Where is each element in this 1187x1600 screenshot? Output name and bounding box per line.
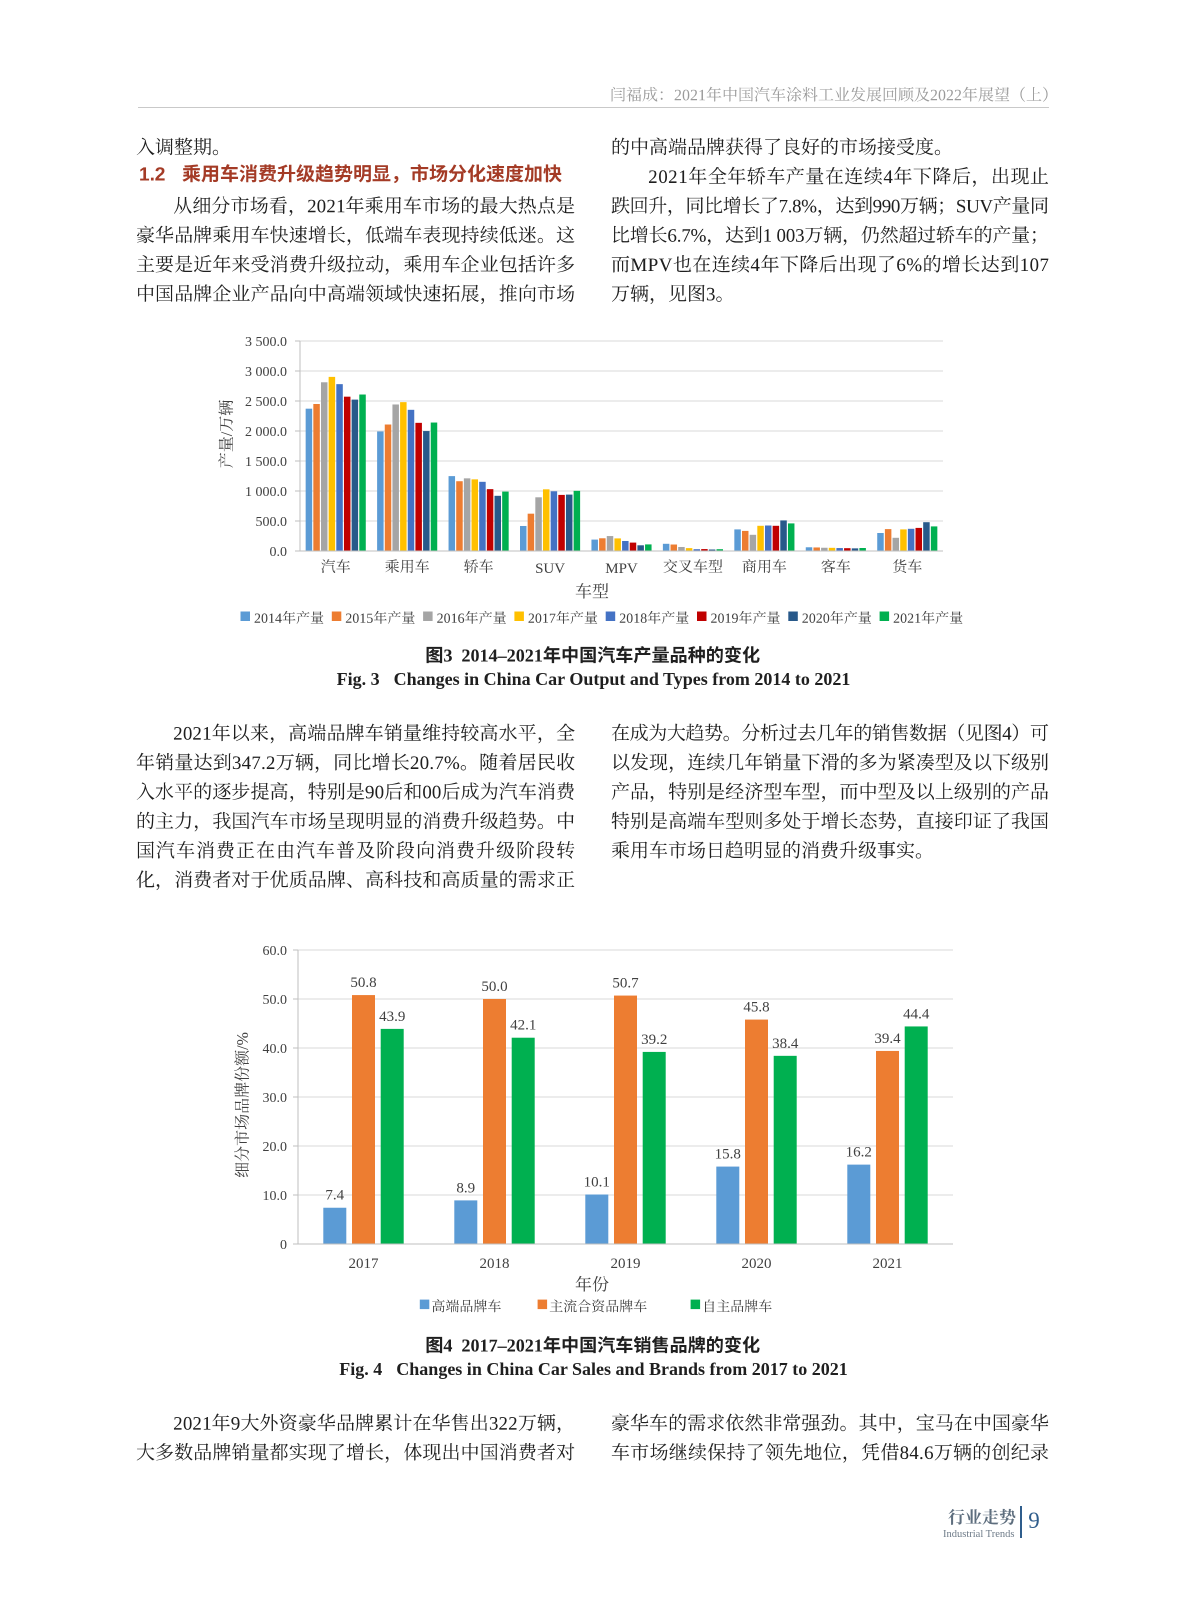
svg-text:15.8: 15.8 xyxy=(715,1147,741,1163)
svg-text:50.8: 50.8 xyxy=(350,975,376,991)
svg-text:50.0: 50.0 xyxy=(263,993,288,1008)
svg-text:7.4: 7.4 xyxy=(325,1188,344,1204)
svg-text:SUV: SUV xyxy=(535,561,565,577)
svg-text:2 500.0: 2 500.0 xyxy=(245,395,287,410)
svg-text:45.8: 45.8 xyxy=(743,1000,769,1016)
svg-text:3 500.0: 3 500.0 xyxy=(245,335,287,350)
svg-text:20.0: 20.0 xyxy=(263,1140,288,1155)
svg-text:60.0: 60.0 xyxy=(263,944,288,959)
svg-text:2017: 2017 xyxy=(349,1256,380,1272)
svg-text:2019: 2019 xyxy=(611,1256,641,1272)
svg-text:39.2: 39.2 xyxy=(641,1032,667,1048)
svg-text:43.9: 43.9 xyxy=(379,1009,405,1025)
svg-text:8.9: 8.9 xyxy=(456,1180,475,1196)
svg-text:44.4: 44.4 xyxy=(903,1006,930,1022)
svg-text:2018: 2018 xyxy=(480,1256,510,1272)
svg-text:50.0: 50.0 xyxy=(481,979,507,995)
svg-text:MPV: MPV xyxy=(605,561,638,577)
svg-text:0.0: 0.0 xyxy=(270,545,288,560)
svg-text:500.0: 500.0 xyxy=(256,515,288,530)
svg-text:10.1: 10.1 xyxy=(584,1175,610,1191)
svg-text:42.1: 42.1 xyxy=(510,1018,536,1034)
svg-text:16.2: 16.2 xyxy=(846,1145,872,1161)
svg-text:30.0: 30.0 xyxy=(263,1091,288,1106)
svg-text:39.4: 39.4 xyxy=(874,1031,901,1047)
svg-text:40.0: 40.0 xyxy=(263,1042,288,1057)
svg-text:2 000.0: 2 000.0 xyxy=(245,425,287,440)
svg-text:38.4: 38.4 xyxy=(772,1036,799,1052)
svg-text:2020: 2020 xyxy=(742,1256,772,1272)
svg-text:1 500.0: 1 500.0 xyxy=(245,455,287,470)
svg-text:50.7: 50.7 xyxy=(612,976,639,992)
svg-text:1 000.0: 1 000.0 xyxy=(245,485,287,500)
svg-text:2021: 2021 xyxy=(873,1256,903,1272)
svg-text:0: 0 xyxy=(280,1238,287,1253)
svg-text:3 000.0: 3 000.0 xyxy=(245,365,287,380)
svg-text:10.0: 10.0 xyxy=(263,1189,288,1204)
